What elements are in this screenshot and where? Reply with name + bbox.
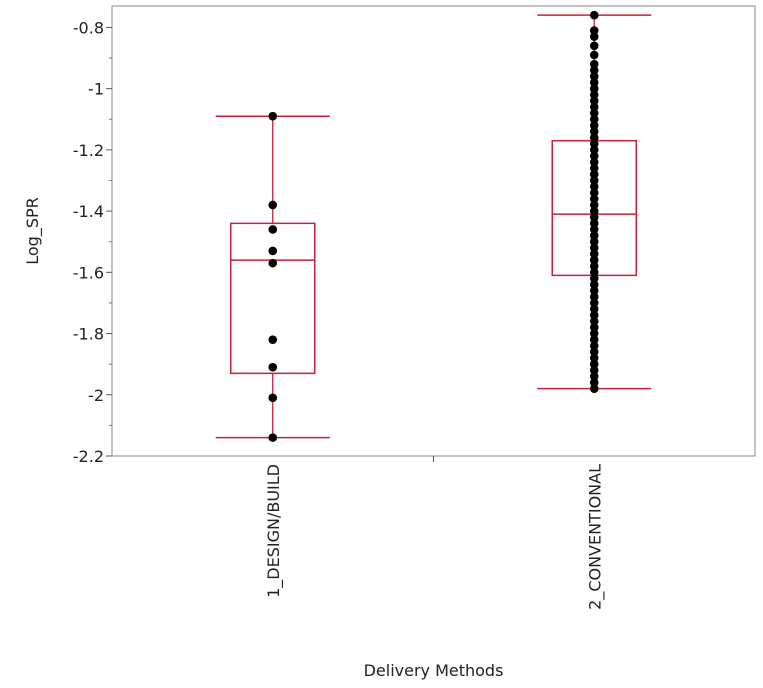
box-series — [215, 10, 652, 442]
data-point — [589, 157, 599, 167]
y-tick-label: -2.2 — [73, 447, 104, 466]
data-point — [589, 353, 599, 363]
x-category-label: 1_DESIGN/BUILD — [264, 464, 284, 598]
data-point — [589, 84, 599, 93]
data-point — [268, 258, 278, 268]
y-tick-label: -1.4 — [73, 202, 104, 221]
data-point — [589, 347, 599, 357]
data-point — [589, 212, 599, 222]
data-point — [589, 243, 599, 253]
box-1 — [215, 111, 330, 442]
data-point — [268, 433, 278, 442]
data-point — [589, 200, 599, 210]
data-point — [589, 41, 599, 51]
data-point — [589, 50, 599, 60]
data-point — [589, 378, 599, 387]
data-point — [589, 176, 599, 185]
x-category-label: 2_CONVENTIONAL — [585, 464, 605, 610]
y-axis-title: Log_SPR — [23, 197, 43, 265]
data-point — [589, 59, 599, 69]
data-point — [589, 96, 599, 106]
data-point — [268, 111, 278, 121]
y-tick-label: -0.8 — [73, 18, 104, 37]
data-point — [589, 365, 599, 375]
data-point — [589, 298, 599, 308]
data-point — [589, 372, 599, 381]
data-point — [589, 26, 599, 35]
data-point — [589, 219, 599, 228]
data-point — [589, 170, 599, 179]
data-point — [589, 151, 599, 161]
data-point — [589, 335, 599, 344]
plot-border — [111, 5, 756, 457]
data-point — [589, 133, 599, 142]
data-point — [268, 200, 278, 210]
data-point — [268, 393, 278, 403]
data-point — [589, 121, 599, 130]
data-point — [589, 231, 599, 240]
data-point — [589, 114, 599, 124]
data-point — [589, 261, 599, 271]
data-point — [589, 274, 599, 283]
data-point — [268, 335, 278, 344]
data-point — [589, 139, 599, 149]
box-2 — [537, 10, 652, 393]
data-point — [589, 72, 599, 81]
data-point — [589, 249, 599, 259]
data-point — [589, 225, 599, 234]
data-point — [589, 304, 599, 314]
data-point — [589, 310, 599, 320]
y-axis: -0.8 -1 -1.2 -1.4 -1.6 -1.8 -2 -2.2 — [73, 18, 112, 466]
data-point — [589, 108, 599, 118]
data-point — [268, 225, 278, 234]
y-tick-label: -1.8 — [73, 325, 104, 344]
y-tick-label: -1.2 — [73, 141, 104, 160]
data-point — [589, 65, 599, 75]
data-point — [589, 384, 599, 393]
data-point — [589, 127, 599, 136]
data-point — [589, 286, 599, 295]
data-point — [589, 206, 599, 216]
data-point — [589, 268, 599, 277]
data-point — [589, 317, 599, 326]
data-point — [589, 182, 599, 191]
data-point — [589, 78, 599, 87]
data-point — [589, 10, 599, 20]
data-point — [589, 329, 599, 338]
y-tick-label: -2 — [88, 386, 104, 405]
y-tick-label: -1.6 — [73, 263, 104, 282]
data-point — [589, 237, 599, 247]
data-point — [589, 32, 599, 41]
data-point — [589, 102, 599, 112]
data-point — [268, 362, 278, 372]
y-tick-label: -1 — [88, 80, 104, 99]
data-point — [268, 246, 278, 256]
data-point — [589, 188, 599, 198]
data-point — [589, 341, 599, 351]
data-point — [589, 194, 599, 204]
plot-frame — [111, 5, 756, 457]
x-axis: 1_DESIGN/BUILD 2_CONVENTIONAL — [264, 456, 605, 610]
x-axis-title: Delivery Methods — [364, 661, 504, 680]
data-point — [589, 280, 599, 289]
data-point — [589, 90, 599, 100]
data-point — [589, 145, 599, 155]
data-point — [589, 323, 599, 332]
data-point — [589, 292, 599, 302]
data-point — [589, 359, 599, 369]
interquartile-box — [230, 222, 316, 375]
data-point — [589, 163, 599, 173]
data-point — [589, 255, 599, 265]
